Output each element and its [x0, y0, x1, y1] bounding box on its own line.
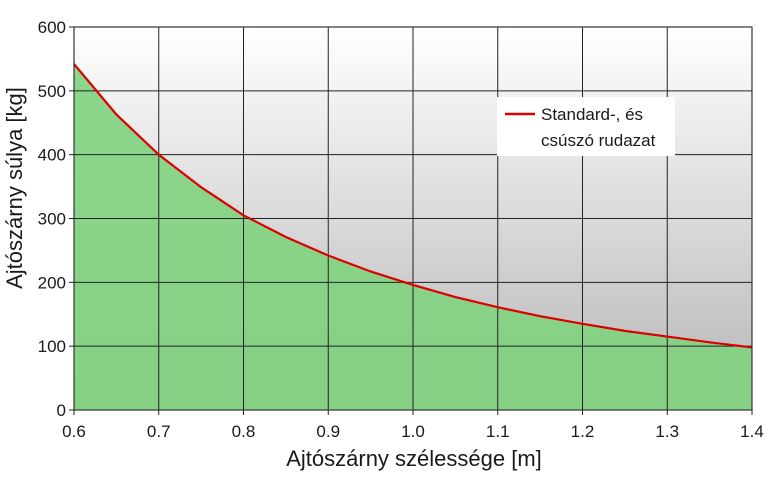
x-tick-label: 1.1	[486, 422, 510, 441]
x-tick-label: 1.3	[655, 422, 679, 441]
y-tick-label: 300	[38, 210, 66, 229]
y-tick-label: 600	[38, 18, 66, 37]
y-axis-label: Ajtószárny súlya [kg]	[2, 87, 27, 289]
x-tick-label: 1.4	[740, 422, 764, 441]
legend-box	[497, 97, 675, 156]
y-tick-label: 500	[38, 82, 66, 101]
series-line	[73, 63, 753, 349]
y-tick-label: 200	[38, 273, 66, 292]
y-tick-label: 400	[38, 146, 66, 165]
x-tick-label: 0.6	[62, 422, 86, 441]
x-tick-label: 1.0	[401, 422, 425, 441]
x-tick-labels: 0.6 0.7 0.8 0.9 1.0 1.1 1.2 1.3 1.4	[62, 410, 764, 441]
legend-label-line-1: Standard-, és	[541, 105, 643, 124]
x-tick-label: 0.9	[316, 422, 340, 441]
x-tick-label: 0.7	[147, 422, 171, 441]
y-tick-labels: 0 100 200 300 400 500 600	[38, 18, 74, 420]
legend: Standard-, és csúszó rudazat	[497, 97, 675, 156]
y-tick-label: 100	[38, 337, 66, 356]
x-tick-label: 0.8	[232, 422, 256, 441]
x-tick-label: 1.2	[571, 422, 595, 441]
x-axis-label: Ajtószárny szélessége [m]	[286, 446, 542, 471]
legend-label-line-2: csúszó rudazat	[541, 131, 656, 150]
y-tick-label: 0	[57, 401, 66, 420]
